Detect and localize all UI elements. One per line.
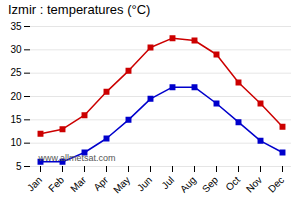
svg-text:May: May: [111, 174, 132, 195]
svg-text:www.allmetsat.com: www.allmetsat.com: [38, 153, 116, 163]
svg-text:15: 15: [10, 114, 22, 125]
svg-text:Apr: Apr: [91, 174, 110, 193]
svg-text:Dec: Dec: [266, 174, 286, 194]
svg-text:Oct: Oct: [223, 174, 242, 193]
svg-text:Mar: Mar: [68, 174, 88, 194]
svg-text:5: 5: [16, 161, 22, 172]
svg-text:Jul: Jul: [159, 174, 176, 191]
svg-text:Feb: Feb: [46, 174, 66, 194]
svg-text:Jan: Jan: [25, 174, 44, 193]
svg-text:Jun: Jun: [135, 174, 154, 193]
svg-text:25: 25: [10, 67, 22, 78]
html-text:Izmir : temperatures (°C): Izmir : temperatures (°C): [8, 2, 151, 17]
svg-text:Sep: Sep: [200, 174, 221, 195]
svg-text:10: 10: [10, 137, 22, 148]
svg-text:Nov: Nov: [244, 174, 264, 194]
svg-text:30: 30: [10, 44, 22, 55]
svg-text:35: 35: [10, 21, 22, 32]
svg-text:20: 20: [10, 91, 22, 102]
svg-text:Aug: Aug: [178, 174, 198, 194]
